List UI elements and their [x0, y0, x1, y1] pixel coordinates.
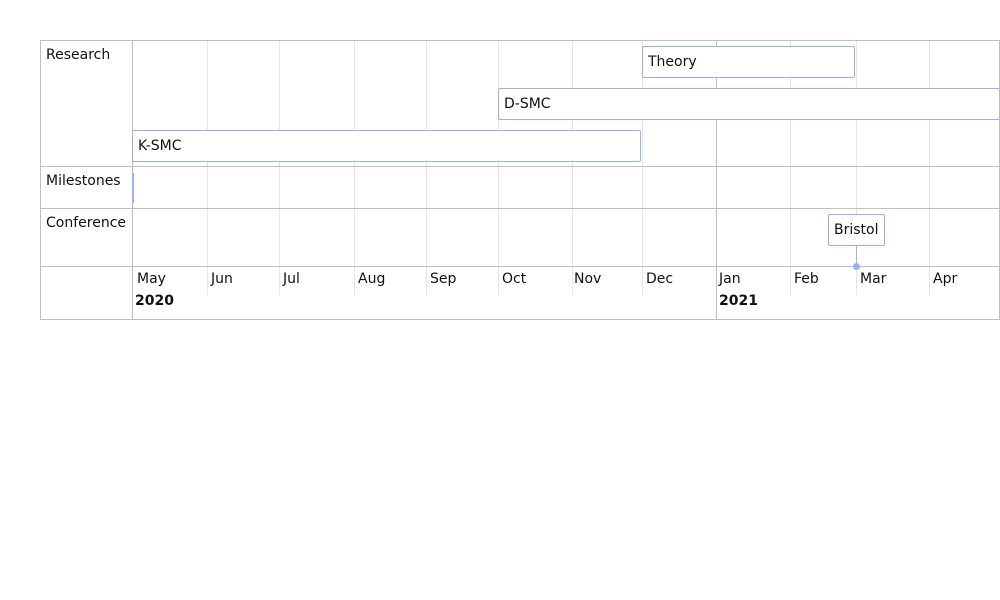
- item-bristol-stem: [856, 246, 857, 266]
- item-k-smc[interactable]: K-SMC: [132, 130, 641, 162]
- month-label-may: May: [137, 271, 166, 287]
- grid-line: [929, 41, 930, 295]
- month-label-mar: Mar: [860, 271, 887, 287]
- month-label-aug: Aug: [358, 271, 386, 287]
- item-d-smc[interactable]: D-SMC: [498, 88, 999, 120]
- month-label-jan: Jan: [719, 271, 741, 287]
- year-label-2020: 2020: [135, 293, 174, 309]
- grid-line: [207, 41, 208, 295]
- timeline[interactable]: Research Milestones Conference Theory D-…: [40, 40, 1000, 320]
- year-label-2021: 2021: [719, 293, 758, 309]
- year-grid-line: [716, 41, 717, 319]
- row-divider: [41, 208, 999, 209]
- milestone-marker[interactable]: [132, 173, 134, 203]
- item-theory[interactable]: Theory: [642, 46, 855, 78]
- month-label-jul: Jul: [283, 271, 300, 287]
- grid-line: [498, 41, 499, 295]
- item-bristol[interactable]: Bristol: [828, 214, 885, 246]
- grid-line: [354, 41, 355, 295]
- row-divider: [41, 266, 999, 267]
- month-label-sep: Sep: [430, 271, 457, 287]
- grid-line: [426, 41, 427, 295]
- group-label-conference: Conference: [46, 215, 127, 231]
- grid-line: [856, 41, 857, 295]
- month-label-dec: Dec: [646, 271, 674, 287]
- month-label-jun: Jun: [211, 271, 233, 287]
- month-label-feb: Feb: [794, 271, 819, 287]
- grid-line: [572, 41, 573, 295]
- group-label-research: Research: [46, 47, 111, 63]
- month-label-apr: Apr: [933, 271, 958, 287]
- grid-line: [279, 41, 280, 295]
- item-bristol-dot[interactable]: [853, 263, 860, 270]
- group-label-milestones: Milestones: [46, 173, 121, 189]
- month-label-nov: Nov: [574, 271, 602, 287]
- month-label-oct: Oct: [502, 271, 527, 287]
- row-divider: [41, 166, 999, 167]
- grid-line: [790, 41, 791, 295]
- grid-line: [642, 41, 643, 295]
